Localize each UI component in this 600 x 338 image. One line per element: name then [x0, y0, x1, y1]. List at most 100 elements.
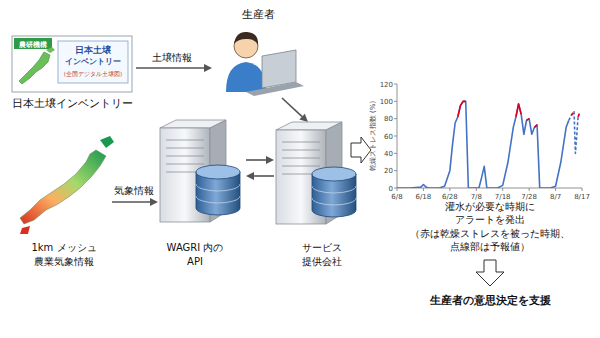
server-slot [282, 158, 320, 159]
x-tick [449, 188, 450, 191]
label: インベントリー [65, 57, 121, 66]
x-tick [555, 188, 556, 191]
label: 1km メッシュ [31, 242, 96, 253]
arrow-line [246, 159, 266, 161]
x-tick-label: 6/28 [442, 193, 458, 201]
farmer: 生産者 [226, 8, 304, 96]
y-tick [394, 153, 397, 154]
x-tick [502, 188, 503, 191]
arrow-head [266, 156, 274, 164]
arrow-line [282, 98, 302, 117]
label: アラートを発出 [455, 214, 525, 225]
x-tick-label: 7/18 [495, 193, 511, 201]
down-arrow [476, 260, 504, 286]
map-shape [20, 226, 30, 234]
y-tick-label: 120 [380, 81, 393, 89]
label: （赤は乾燥ストレスを被った時期、 [410, 228, 570, 239]
x-tick [423, 188, 424, 191]
y-tick-label: 40 [384, 150, 393, 158]
body [226, 62, 266, 92]
x-tick-label: 7/28 [521, 193, 537, 201]
x-tick-label: 8/17 [574, 193, 590, 201]
wagri-server [160, 120, 240, 222]
edge-api-in [246, 172, 274, 180]
label: (全国デジタル土壌図) [64, 70, 122, 77]
x-tick-label: 7/8 [471, 193, 482, 201]
x-tick-label: 6/8 [391, 193, 402, 201]
label: 生産者 [242, 8, 275, 20]
label: 灌水が必要な時期に [445, 201, 535, 212]
y-tick-label: 100 [380, 98, 393, 106]
server-slot [166, 140, 204, 141]
y-tick-label: 0 [389, 185, 393, 193]
arrow-line [112, 201, 150, 203]
db-ring [312, 186, 356, 193]
label: 日本土壌インベントリー [12, 97, 133, 109]
series-line [458, 101, 537, 127]
arrow-head [299, 114, 308, 122]
laptop-screen [262, 50, 296, 88]
y-tick [394, 84, 397, 85]
y-tick [394, 118, 397, 119]
label: 提供会社 [302, 256, 342, 267]
label: API [187, 256, 203, 267]
arrow-line [254, 175, 274, 177]
x-tick-label: 8/7 [550, 193, 561, 201]
server-slot [166, 164, 204, 165]
db-ring [312, 198, 356, 205]
server-slot [282, 142, 320, 143]
diagram: 農研機構日本土壌インベントリー(全国デジタル土壌図)日本土壌インベントリー土壌情… [0, 0, 600, 338]
japan-map [46, 47, 55, 53]
japan-map [19, 52, 50, 84]
y-tick [394, 136, 397, 137]
label: 農研機構 [18, 41, 47, 49]
y-axis-label: 乾燥ストレス指数 (%) [369, 101, 377, 172]
edge-api-out [246, 156, 274, 164]
label: 点線部は予報値） [450, 241, 530, 252]
hollow-arrow [351, 137, 371, 163]
x-tick [582, 188, 583, 191]
edge-soil [136, 64, 212, 72]
db-top [312, 167, 356, 181]
y-tick [394, 188, 397, 189]
label: 日本土壌 [75, 45, 112, 55]
server-slot [166, 148, 204, 149]
edge-weather [112, 198, 158, 206]
x-tick [529, 188, 530, 191]
x-tick [397, 188, 398, 191]
weather-map [20, 136, 114, 234]
laptop-base [246, 82, 304, 96]
screen [12, 36, 132, 92]
arrow-head [246, 172, 254, 180]
logo-box [14, 38, 52, 49]
y-tick-label: 80 [384, 115, 393, 123]
title-box [58, 41, 128, 83]
series-line [397, 101, 569, 188]
arrow-head [204, 64, 212, 72]
arrow-line [136, 67, 204, 69]
label: 気象情報 [114, 185, 154, 196]
server-slot [166, 156, 204, 157]
db-ring [196, 184, 240, 191]
y-tick [394, 101, 397, 102]
x-tick [476, 188, 477, 191]
label: WAGRI 内の [167, 242, 224, 253]
chart: 0 20 40 60 80 100 120 6/8 6/18 6/28 7/8 7/18 7/28 8/7… [369, 81, 590, 202]
server-slot [282, 150, 320, 151]
service-server [276, 122, 356, 224]
x-tick-label: 6/18 [416, 193, 432, 201]
map-shape [20, 150, 106, 224]
plot-area [397, 101, 579, 188]
map-shape [100, 136, 114, 148]
y-tick [394, 170, 397, 171]
label: 農業気象情報 [34, 256, 94, 267]
label: 土壌情報 [152, 52, 192, 63]
edge-farmer-service [282, 98, 308, 122]
db-ring [196, 196, 240, 203]
y-tick-label: 20 [384, 167, 393, 175]
hair [234, 32, 258, 45]
label: サービス [302, 242, 342, 253]
series-line [569, 112, 580, 154]
soil-inventory: 農研機構日本土壌インベントリー (全国デジタル土壌図) [12, 36, 132, 92]
y-tick-label: 60 [384, 133, 393, 141]
